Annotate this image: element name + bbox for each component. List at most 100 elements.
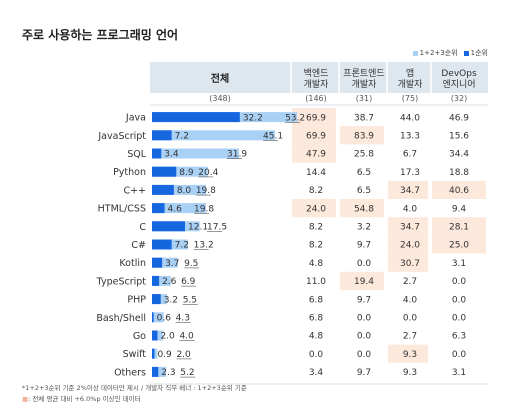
bar-rank1	[152, 275, 160, 286]
table-cell-frontend: 54.8	[354, 204, 374, 214]
bar-label-rank1: 3.4	[164, 150, 179, 160]
table-cell-devops: 0.0	[452, 350, 467, 360]
table-cell-frontend: 6.5	[357, 168, 371, 178]
table-cell-devops: 6.3	[452, 332, 466, 342]
table-cell-app: 9.3	[403, 350, 417, 360]
bar-rank123	[152, 366, 167, 377]
table-cell-devops: 34.4	[449, 150, 469, 160]
highlight-cell-devops	[432, 235, 486, 254]
row-label: TypeScript	[96, 276, 147, 287]
table-cell-app: 34.7	[400, 223, 420, 233]
column-header-frontend-line2: 개발자	[352, 79, 378, 90]
table-cell-backend: 14.4	[306, 168, 326, 178]
highlight-cell-backend	[292, 144, 336, 163]
highlight-cell-backend	[292, 126, 336, 145]
row-label: JavaScript	[97, 131, 146, 142]
bar-label-rank123: 53.2	[285, 113, 305, 123]
row-label: C#	[131, 240, 146, 251]
table-cell-app: 9.3	[403, 368, 417, 378]
bar-label-rank1: 7.2	[175, 132, 189, 142]
table-cell-backend: 4.8	[309, 259, 324, 269]
bar-rank1	[152, 221, 185, 232]
legend-label-rank123: 1+2+3순위	[419, 49, 458, 57]
table-cell-backend: 8.2	[309, 241, 323, 251]
table-cell-devops: 15.6	[449, 132, 469, 142]
bar-label-rank123: 4.3	[176, 314, 190, 324]
table-cell-app: 4.0	[403, 204, 418, 214]
highlight-cell-app	[388, 253, 428, 272]
table-cell-frontend: 6.5	[357, 186, 371, 196]
highlight-cell-app	[388, 217, 428, 236]
table-cell-app: 0.0	[403, 314, 418, 324]
highlight-cell-frontend	[340, 271, 384, 290]
bar-rank123	[152, 166, 208, 177]
table-cell-devops: 28.1	[449, 223, 469, 233]
table-cell-frontend: 9.7	[357, 368, 371, 378]
bar-label-rank1: 12.1	[188, 223, 208, 233]
row-label: Go	[133, 331, 146, 342]
legend-swatch-rank123	[412, 50, 418, 56]
footnote-2: ■: 전체 평균 대비 +6.0%p 이상인 데이터	[22, 394, 247, 405]
bar-rank1	[152, 294, 161, 305]
table-cell-app: 30.7	[400, 259, 420, 269]
table-cell-backend: 8.2	[309, 223, 323, 233]
table-cell-frontend: 19.4	[354, 277, 374, 287]
bar-rank123	[152, 257, 178, 268]
table-cell-devops: 25.0	[449, 241, 469, 251]
row-label: SQL	[127, 149, 147, 160]
legend-item-rank123: 1+2+3순위	[412, 48, 458, 58]
table-cell-devops: 18.8	[449, 168, 469, 178]
column-count-frontend: (31)	[356, 94, 372, 103]
column-header-total: 전체	[211, 72, 229, 85]
highlight-cell-app	[388, 180, 428, 199]
bar-rank1	[152, 312, 154, 323]
table-cell-devops: 3.1	[452, 368, 466, 378]
bar-label-rank123: 17.5	[207, 223, 227, 233]
bar-label-rank123: 19.8	[196, 186, 216, 196]
table-cell-backend: 47.9	[306, 150, 326, 160]
table-cell-app: 34.7	[400, 186, 420, 196]
bar-rank1	[152, 257, 163, 268]
highlight-cell-frontend	[340, 199, 384, 218]
row-label: Java	[125, 113, 146, 124]
highlight-cell-app	[388, 235, 428, 254]
page-title: 주로 사용하는 프로그래밍 언어	[22, 28, 179, 42]
column-header-frontend-line1: 프론트엔드	[343, 68, 384, 79]
bar-label-rank123: 20.4	[198, 168, 218, 178]
table-cell-frontend: 0.0	[357, 259, 372, 269]
table-cell-backend: 6.8	[309, 314, 324, 324]
table-cell-frontend: 9.7	[357, 241, 371, 251]
row-label: Kotlin	[119, 258, 146, 269]
bar-rank1	[152, 239, 172, 250]
footnote-marker-2: ■	[22, 395, 29, 403]
bar-label-rank123: 9.5	[184, 259, 198, 269]
bar-label-rank1: 0.6	[157, 314, 172, 324]
bar-rank123	[152, 184, 206, 195]
bar-label-rank123: 5.2	[180, 368, 194, 378]
column-count-backend: (146)	[305, 94, 327, 103]
table-cell-frontend: 0.0	[357, 332, 372, 342]
bar-rank1	[152, 130, 172, 141]
column-header-backend-line1: 백엔드	[304, 68, 329, 79]
row-label: Python	[113, 167, 146, 178]
bar-label-rank1: 4.6	[168, 204, 183, 214]
row-label: C	[139, 222, 146, 233]
bar-label-rank123: 4.0	[179, 332, 194, 342]
bar-rank123	[152, 275, 171, 286]
row-label: PHP	[127, 295, 146, 306]
bar-label-rank1: 2.0	[160, 332, 175, 342]
table-cell-frontend: 0.0	[357, 350, 372, 360]
table-cell-backend: 69.9	[306, 113, 326, 123]
highlight-cell-devops	[432, 180, 486, 199]
table-cell-backend: 11.0	[306, 277, 326, 287]
footnote-marker-1: *	[22, 384, 26, 392]
table-cell-frontend: 25.8	[354, 150, 374, 160]
bar-rank123	[152, 312, 164, 323]
table-cell-frontend: 0.0	[357, 314, 372, 324]
table-cell-app: 2.7	[403, 332, 417, 342]
table-cell-backend: 6.8	[309, 295, 324, 305]
row-label: Others	[114, 367, 146, 378]
highlight-cell-frontend	[340, 126, 384, 145]
table-cell-frontend: 9.7	[357, 295, 371, 305]
